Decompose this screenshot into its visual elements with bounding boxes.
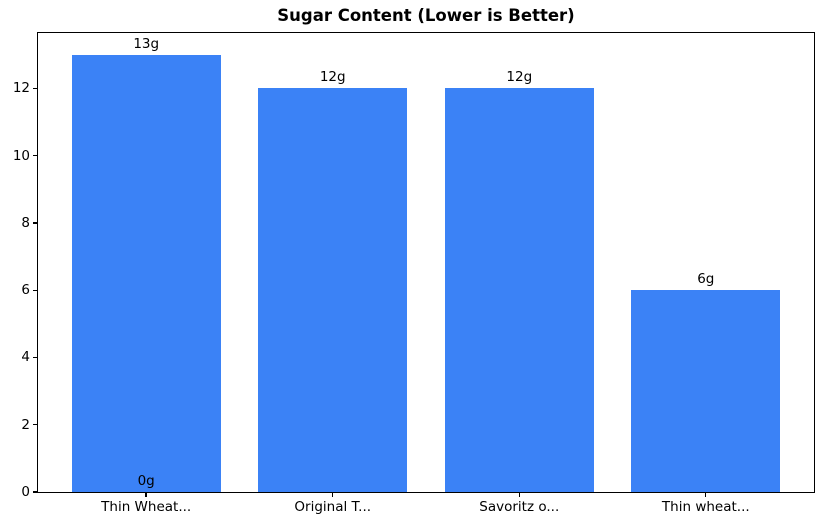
bar-value-label: 12g: [319, 69, 346, 86]
x-axis-tick-label: Thin Wheat...: [101, 499, 192, 515]
y-axis-tick: [33, 155, 38, 157]
y-axis-tick-label: 8: [21, 214, 30, 231]
y-axis-tick: [33, 356, 38, 359]
plot-area: 13g 12g 12g 6g 0g 0 2 4 6 8 10 12 Thin Wheat... Origi…: [13, 32, 815, 515]
bar: [631, 290, 781, 492]
x-axis-tick: [705, 492, 707, 497]
bar: [444, 88, 594, 492]
bar: [71, 54, 221, 492]
bar-value-label: 12g: [506, 69, 533, 86]
x-axis-tick-label: Original T...: [294, 499, 372, 515]
x-axis-tick-label: Thin wheat...: [661, 499, 750, 515]
y-axis-tick-label: 4: [21, 349, 30, 366]
y-axis-tick: [33, 222, 38, 224]
y-axis-tick: [33, 87, 38, 90]
x-axis-tick-label: Savoritz o...: [479, 499, 560, 515]
y-axis-tick: [33, 289, 38, 291]
annotation-label: 0g: [137, 473, 155, 489]
bar-value-label: 13g: [133, 35, 160, 52]
bar: [258, 88, 408, 492]
y-axis-tick-label: 12: [12, 80, 30, 97]
y-axis-tick-label: 10: [12, 147, 30, 164]
y-axis-tick: [33, 424, 38, 426]
bar-value-label: 6g: [697, 271, 715, 288]
y-axis-tick-label: 2: [21, 416, 30, 433]
y-axis-tick-label: 6: [21, 282, 30, 299]
y-axis-tick-label: 0: [21, 484, 30, 500]
y-axis-tick: [33, 491, 38, 493]
x-axis-tick: [145, 492, 147, 497]
x-axis-tick: [518, 492, 520, 497]
chart-title: Sugar Content (Lower is Better): [277, 6, 575, 25]
plot-inner: 13g 12g 12g 6g 0g 0 2 4 6 8 10 12 Thin Wheat... Origi…: [13, 33, 814, 515]
x-axis-tick: [332, 492, 334, 497]
